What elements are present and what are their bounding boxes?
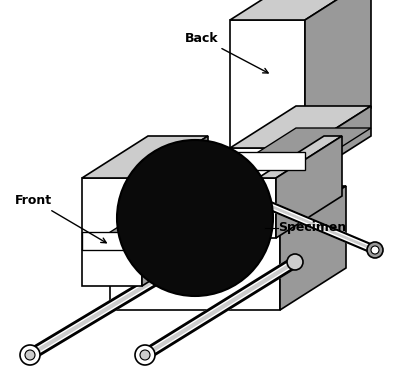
Polygon shape <box>305 0 371 150</box>
Circle shape <box>287 254 303 270</box>
Polygon shape <box>110 228 280 310</box>
Circle shape <box>20 345 40 365</box>
Circle shape <box>367 242 383 258</box>
Text: Back: Back <box>185 32 268 73</box>
Polygon shape <box>82 136 208 178</box>
Circle shape <box>177 254 193 270</box>
Polygon shape <box>142 136 208 286</box>
Text: Front: Front <box>15 193 106 243</box>
Polygon shape <box>230 152 305 170</box>
Polygon shape <box>258 136 342 178</box>
Circle shape <box>140 350 150 360</box>
Circle shape <box>135 345 155 365</box>
Polygon shape <box>230 20 305 150</box>
Polygon shape <box>230 106 371 148</box>
Polygon shape <box>82 208 208 250</box>
Polygon shape <box>276 136 342 238</box>
Polygon shape <box>110 186 346 228</box>
Polygon shape <box>230 128 371 170</box>
Circle shape <box>117 140 273 296</box>
Polygon shape <box>82 232 142 250</box>
Polygon shape <box>305 106 371 178</box>
Text: Specimen: Specimen <box>278 222 346 235</box>
Circle shape <box>371 246 379 254</box>
Circle shape <box>25 350 35 360</box>
Polygon shape <box>230 0 371 20</box>
Polygon shape <box>230 148 305 178</box>
Polygon shape <box>280 186 346 310</box>
Polygon shape <box>82 178 142 286</box>
Polygon shape <box>258 178 276 238</box>
